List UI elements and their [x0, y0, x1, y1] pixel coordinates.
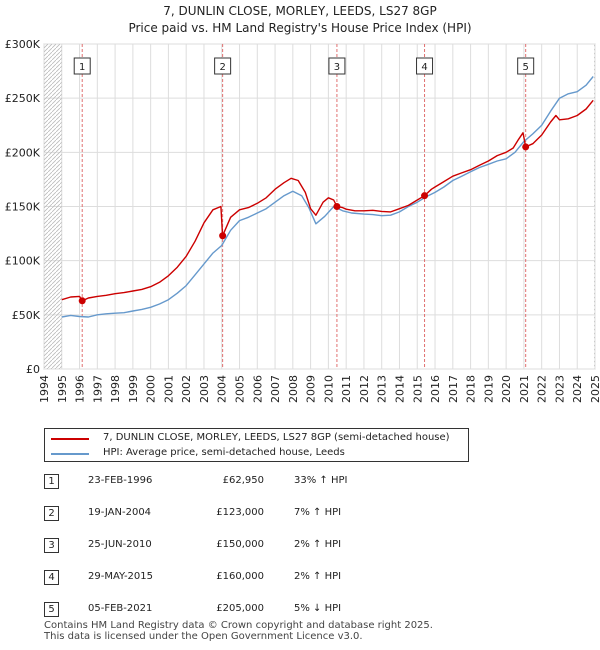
x-tick-label: 2006 — [251, 375, 264, 403]
sale-point — [333, 203, 341, 210]
sale-number-badge: 5 — [44, 602, 59, 617]
footer-licence: This data is licensed under the Open Gov… — [44, 631, 363, 642]
x-tick-label: 2009 — [305, 375, 318, 403]
y-tick-label: £100K — [5, 255, 41, 268]
x-tick-label: 2023 — [553, 375, 566, 403]
x-tick-label: 2010 — [322, 375, 335, 403]
sale-number-badge: 4 — [44, 570, 59, 585]
x-tick-label: 2004 — [216, 375, 229, 403]
x-tick-label: 2014 — [393, 375, 406, 403]
x-tick-label: 2021 — [518, 375, 531, 403]
x-tick-label: 2008 — [287, 375, 300, 403]
sale-price: £160,000 — [216, 571, 264, 582]
sale-date: 23-FEB-1996 — [88, 475, 153, 486]
sale-hpi-diff: 2% ↑ HPI — [294, 539, 342, 550]
y-tick-label: £50K — [12, 309, 41, 322]
x-tick-label: 2003 — [198, 375, 211, 403]
property-price-line — [61, 99, 594, 302]
sale-date: 19-JAN-2004 — [88, 507, 152, 518]
x-tick-label: 2007 — [269, 375, 282, 403]
sale-marker-number: 2 — [219, 62, 225, 73]
x-tick-label: 1996 — [74, 375, 87, 403]
y-tick-label: £250K — [5, 92, 41, 105]
chart-title: 7, DUNLIN CLOSE, MORLEY, LEEDS, LS27 8GP — [163, 4, 437, 18]
table-row: 5 05-FEB-2021 £205,000 5% ↓ HPI — [44, 602, 444, 618]
sale-number-badge: 2 — [44, 506, 59, 521]
x-tick-label: 2000 — [145, 375, 158, 403]
sale-marker-number: 5 — [522, 62, 528, 73]
x-tick-label: 2020 — [500, 375, 513, 403]
y-tick-label: £0 — [26, 363, 40, 376]
legend-hpi-label: HPI: Average price, semi-detached house,… — [103, 447, 345, 458]
sale-price: £123,000 — [216, 507, 264, 518]
sale-hpi-diff: 2% ↑ HPI — [294, 571, 342, 582]
sale-marker-box — [416, 57, 434, 75]
sale-date: 05-FEB-2021 — [88, 603, 153, 614]
sale-point — [78, 297, 86, 305]
y-tick-label: £150K — [5, 201, 41, 214]
chart-legend: 7, DUNLIN CLOSE, MORLEY, LEEDS, LS27 8GP… — [44, 428, 469, 462]
sale-date: 25-JUN-2010 — [88, 539, 152, 550]
legend-hpi-swatch — [51, 453, 89, 455]
chart-subtitle: Price paid vs. HM Land Registry's House … — [128, 21, 472, 35]
sale-hpi-diff: 33% ↑ HPI — [294, 475, 348, 486]
table-row: 1 23-FEB-1996 £62,950 33% ↑ HPI — [44, 474, 444, 490]
sale-point — [219, 232, 227, 240]
sale-number-badge: 3 — [44, 538, 59, 553]
x-tick-label: 1998 — [109, 375, 122, 403]
x-tick-label: 2016 — [429, 375, 442, 403]
y-tick-label: £300K — [5, 38, 41, 51]
sale-marker-box — [73, 57, 91, 75]
y-tick-label: £200K — [5, 146, 41, 159]
x-tick-label: 2015 — [411, 375, 424, 403]
sale-marker-box — [517, 57, 535, 75]
x-tick-label: 1997 — [91, 375, 104, 403]
sale-marker-box — [328, 57, 346, 75]
x-tick-label: 2011 — [340, 375, 353, 403]
sale-hpi-diff: 7% ↑ HPI — [294, 507, 342, 518]
x-tick-label: 2018 — [465, 375, 478, 403]
x-tick-label: 2002 — [180, 375, 193, 403]
legend-property-swatch — [51, 438, 89, 440]
sale-point — [522, 143, 530, 151]
x-tick-label: 1995 — [56, 375, 69, 403]
x-tick-label: 2022 — [536, 375, 549, 403]
sale-marker-number: 3 — [334, 62, 340, 73]
x-tick-label: 2017 — [447, 375, 460, 403]
post-data-hatch — [594, 44, 595, 369]
sale-price: £150,000 — [216, 539, 264, 550]
table-row: 3 25-JUN-2010 £150,000 2% ↑ HPI — [44, 538, 444, 554]
table-row: 4 29-MAY-2015 £160,000 2% ↑ HPI — [44, 570, 444, 586]
x-tick-label: 2025 — [589, 375, 600, 403]
footer-copyright: Contains HM Land Registry data © Crown c… — [44, 620, 433, 631]
sale-marker-box — [214, 57, 232, 75]
sale-hpi-diff: 5% ↓ HPI — [294, 603, 342, 614]
hpi-line — [61, 76, 594, 318]
sale-point — [421, 192, 429, 200]
sale-date: 29-MAY-2015 — [88, 571, 154, 582]
x-tick-label: 1994 — [38, 375, 51, 403]
table-row: 2 19-JAN-2004 £123,000 7% ↑ HPI — [44, 506, 444, 522]
sale-price: £205,000 — [216, 603, 264, 614]
x-tick-label: 1999 — [127, 375, 140, 403]
x-tick-label: 2013 — [376, 375, 389, 403]
x-tick-label: 2012 — [358, 375, 371, 403]
sale-number-badge: 1 — [44, 474, 59, 489]
legend-property-label: 7, DUNLIN CLOSE, MORLEY, LEEDS, LS27 8GP… — [103, 432, 450, 443]
sale-marker-number: 1 — [79, 62, 85, 73]
pre-data-hatch — [44, 44, 62, 369]
price-chart: £0 £50K £100K £150K £200K £250K £300K 1994 1995 1… — [5, 38, 600, 403]
x-tick-label: 2005 — [234, 375, 247, 403]
x-tick-label: 2001 — [162, 375, 175, 403]
sale-price: £62,950 — [222, 475, 264, 486]
sale-marker-number: 4 — [421, 62, 427, 73]
x-tick-label: 2019 — [482, 375, 495, 403]
x-tick-label: 2024 — [571, 375, 584, 403]
